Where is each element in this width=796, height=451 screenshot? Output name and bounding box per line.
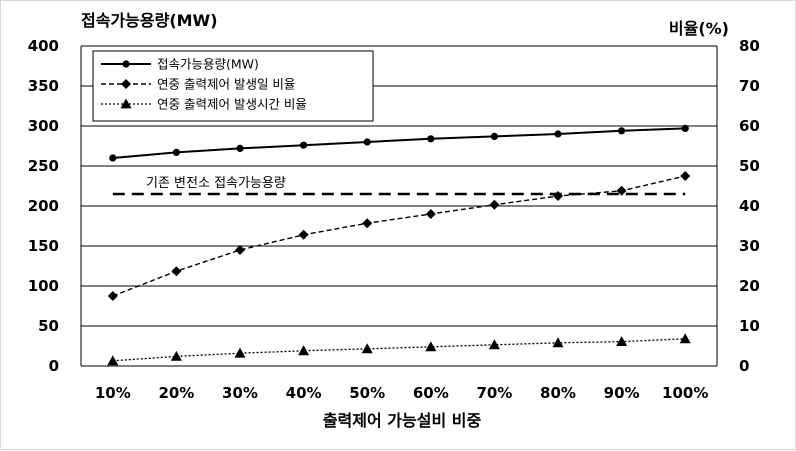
x-axis-title: 출력제어 가능설비 비중 — [323, 411, 482, 430]
data-point — [363, 138, 371, 146]
data-point — [552, 337, 564, 348]
data-point — [107, 291, 118, 301]
data-point — [554, 130, 562, 138]
legend-box — [92, 50, 374, 122]
x-tick-label: 50% — [349, 384, 385, 402]
x-tick-label: 90% — [604, 384, 640, 402]
series-2 — [107, 171, 691, 301]
data-point — [490, 132, 498, 140]
x-tick-label: 40% — [286, 384, 322, 402]
y2-tick-label: 20 — [739, 277, 760, 295]
y2-tick-label: 80 — [739, 37, 760, 55]
y2-tick-label: 10 — [739, 317, 760, 335]
legend-label: 접속가능용량(MW) — [157, 57, 259, 72]
data-point — [488, 339, 500, 350]
y-tick-label: 250 — [28, 157, 59, 175]
x-tick-label: 80% — [540, 384, 576, 402]
x-tick-label: 60% — [413, 384, 449, 402]
data-point — [236, 144, 244, 152]
data-point — [298, 229, 309, 240]
data-point — [616, 185, 627, 196]
gridlines — [81, 45, 717, 367]
y2-tick-label: 70 — [739, 77, 760, 95]
data-point — [171, 266, 182, 277]
y-tick-label: 150 — [28, 237, 59, 255]
tick-labels: 0 50 100 150 200 250 300 350 400 0 10 20 30 40 50 60 70 8… — [28, 37, 760, 402]
y-tick-label: 100 — [28, 277, 59, 295]
y2-axis-title: 비율(%) — [669, 19, 729, 38]
reference-line-label: 기존 변전소 접속가능용량 — [146, 176, 286, 191]
data-point — [425, 341, 437, 352]
y2-tick-label: 60 — [739, 117, 760, 135]
data-point — [109, 154, 117, 162]
x-tick-label: 20% — [158, 384, 194, 402]
legend-label: 연중 출력제어 발생일 비율 — [157, 77, 295, 92]
data-point — [681, 124, 689, 132]
series-line — [112, 338, 686, 362]
y-tick-label: 50 — [38, 317, 59, 335]
data-point — [427, 135, 435, 143]
data-point — [170, 350, 182, 361]
y-axis-title: 접속가능용량(MW) — [81, 11, 218, 30]
y-tick-label: 200 — [28, 197, 59, 215]
y-tick-label: 400 — [28, 37, 59, 55]
x-tick-label: 30% — [222, 384, 258, 402]
series-3 — [107, 333, 691, 366]
y-tick-label: 0 — [49, 357, 59, 375]
data-point — [553, 191, 563, 201]
series-1 — [109, 124, 689, 162]
data-point — [107, 355, 119, 366]
x-tick-label: 10% — [95, 384, 131, 402]
data-point — [680, 171, 691, 181]
data-point — [300, 141, 308, 149]
legend-swatch-marker — [121, 79, 131, 89]
y2-tick-label: 0 — [739, 357, 749, 375]
y-tick-label: 300 — [28, 117, 59, 135]
plot-area — [80, 46, 718, 366]
y2-tick-label: 30 — [739, 237, 760, 255]
y2-tick-label: 50 — [739, 157, 760, 175]
data-point — [235, 245, 245, 255]
series-layer — [107, 124, 691, 366]
series-line — [112, 175, 686, 297]
x-tick-label: 100% — [662, 384, 708, 402]
data-point — [618, 127, 626, 135]
legend-swatch-marker — [120, 98, 132, 109]
series-line — [112, 127, 686, 159]
data-point — [361, 343, 373, 354]
x-tick-label: 70% — [476, 384, 512, 402]
data-point — [234, 347, 246, 358]
data-point — [425, 209, 436, 219]
data-point — [172, 148, 180, 156]
data-point — [362, 218, 373, 229]
legend-swatch-marker — [122, 60, 130, 68]
data-point — [616, 336, 628, 346]
data-point — [489, 199, 500, 210]
legend-label: 연중 출력제어 발생시간 비율 — [157, 97, 307, 112]
data-point — [298, 345, 310, 356]
y-tick-label: 350 — [28, 77, 59, 95]
data-point — [679, 333, 691, 344]
y2-tick-label: 40 — [739, 197, 760, 215]
